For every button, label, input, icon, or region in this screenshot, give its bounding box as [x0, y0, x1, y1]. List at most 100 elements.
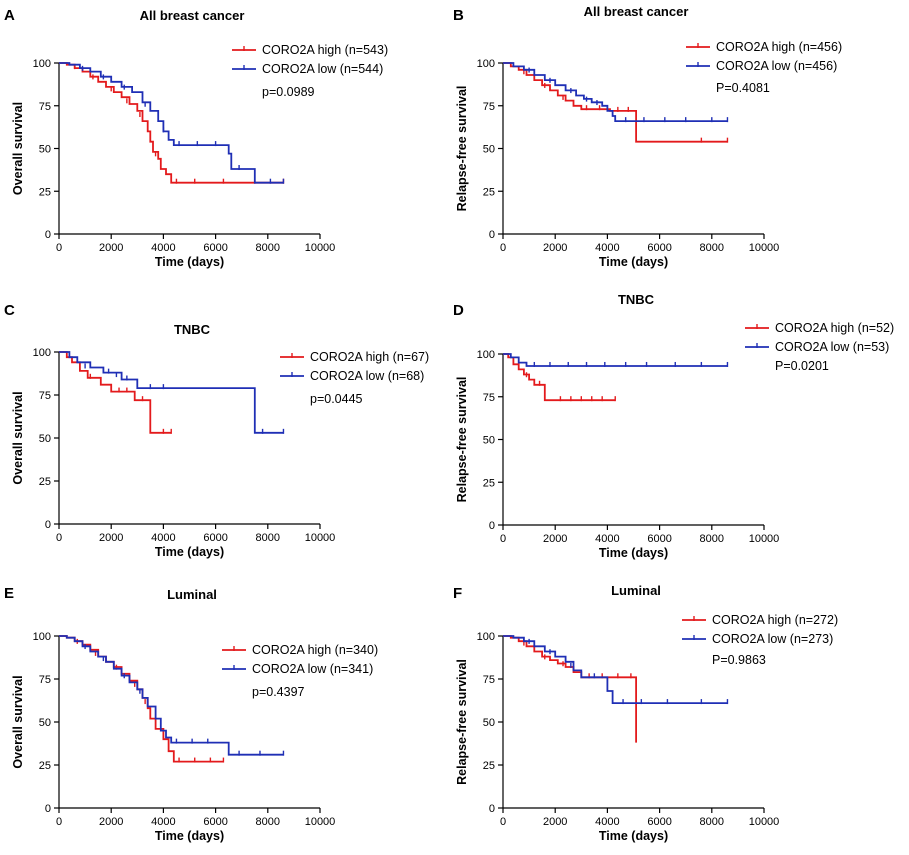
y-tick-label: 25: [39, 760, 51, 772]
y-tick-label: 75: [483, 392, 495, 404]
y-tick-label: 75: [483, 674, 495, 686]
chart-title: Luminal: [167, 587, 217, 602]
x-tick-label: 8000: [700, 242, 724, 254]
y-tick-label: 0: [45, 229, 51, 241]
y-tick-label: 0: [489, 803, 495, 815]
x-tick-label: 10000: [305, 242, 336, 254]
survival-curve: [59, 351, 172, 434]
series-low: [59, 635, 285, 756]
series-high: [59, 62, 285, 184]
legend-label: CORO2A high (n=272): [712, 613, 838, 627]
panel-c: C TNBC 0 25 50 75 100 0 2000 4000 6000 8000 10000 Tim…: [4, 302, 429, 559]
x-tick-label: 4000: [595, 533, 619, 545]
legend-label: CORO2A high (n=543): [262, 43, 388, 57]
survival-curve: [503, 635, 637, 743]
x-tick-label: 10000: [749, 533, 780, 545]
series-low: [59, 351, 285, 434]
legend-label: CORO2A high (n=67): [310, 350, 429, 364]
x-tick-label: 6000: [647, 816, 671, 828]
p-value: P=0.9863: [712, 653, 766, 667]
x-tick-label: 0: [56, 242, 62, 254]
series-high: [59, 635, 225, 763]
series-low: [59, 62, 285, 184]
y-tick-label: 25: [483, 760, 495, 772]
y-axis-label: Overall survival: [11, 102, 25, 195]
x-tick-label: 4000: [151, 816, 175, 828]
y-tick-label: 25: [39, 186, 51, 198]
x-tick-label: 4000: [595, 816, 619, 828]
x-axis-label: Time (days): [155, 545, 224, 559]
y-tick-label: 50: [483, 435, 495, 447]
x-tick-label: 0: [500, 242, 506, 254]
chart-title: TNBC: [174, 322, 211, 337]
series-high: [503, 353, 616, 402]
panel-letter: B: [453, 7, 464, 24]
x-tick-label: 10000: [749, 242, 780, 254]
y-tick-label: 75: [483, 101, 495, 113]
y-tick-label: 25: [483, 477, 495, 489]
x-tick-label: 2000: [99, 816, 123, 828]
legend-label: CORO2A high (n=52): [775, 321, 894, 335]
panel-a: A All breast cancer 0 25 50 75 100 0 2000 4000 600…: [4, 7, 388, 269]
x-tick-label: 8000: [700, 533, 724, 545]
legend-label: CORO2A high (n=340): [252, 643, 378, 657]
survival-curve: [59, 62, 284, 184]
y-axis-label: Relapse-free survival: [455, 377, 469, 503]
series-high: [503, 635, 637, 743]
y-axis-label: Overall survival: [11, 675, 25, 768]
x-tick-label: 2000: [99, 532, 123, 544]
x-tick-label: 8000: [700, 816, 724, 828]
y-tick-label: 0: [489, 520, 495, 532]
survival-curve: [503, 353, 728, 367]
y-tick-label: 100: [477, 58, 495, 70]
y-axis-label: Relapse-free survival: [455, 86, 469, 212]
legend-label: CORO2A low (n=544): [262, 62, 383, 76]
series-low: [503, 353, 729, 367]
panel-f: F Luminal 0 25 50 75 100 0 2000 4000 6000 8000 10000…: [453, 583, 838, 843]
y-tick-label: 75: [39, 390, 51, 402]
y-tick-label: 75: [39, 101, 51, 113]
y-tick-label: 100: [33, 347, 51, 359]
chart-title: All breast cancer: [584, 4, 689, 19]
x-tick-label: 8000: [256, 816, 280, 828]
x-tick-label: 0: [56, 816, 62, 828]
x-tick-label: 6000: [647, 242, 671, 254]
series-low: [503, 635, 729, 705]
y-tick-label: 50: [39, 144, 51, 156]
p-value: p=0.0445: [310, 392, 363, 406]
legend-label: CORO2A high (n=456): [716, 40, 842, 54]
y-tick-label: 50: [39, 717, 51, 729]
x-tick-label: 0: [500, 816, 506, 828]
x-tick-label: 2000: [543, 533, 567, 545]
x-axis-label: Time (days): [155, 255, 224, 269]
p-value: P=0.4081: [716, 81, 770, 95]
panel-letter: F: [453, 585, 462, 602]
panel-letter: C: [4, 302, 15, 319]
y-tick-label: 75: [39, 674, 51, 686]
y-axis-label: Overall survival: [11, 391, 25, 484]
x-tick-label: 8000: [256, 532, 280, 544]
chart-title: All breast cancer: [140, 8, 245, 23]
x-tick-label: 0: [56, 532, 62, 544]
p-value: p=0.4397: [252, 685, 305, 699]
y-tick-label: 100: [33, 631, 51, 643]
legend-label: CORO2A low (n=456): [716, 59, 837, 73]
survival-curve: [503, 62, 728, 122]
y-tick-label: 25: [39, 476, 51, 488]
survival-curve: [59, 62, 284, 184]
legend-label: CORO2A low (n=68): [310, 369, 424, 383]
x-tick-label: 10000: [749, 816, 780, 828]
x-tick-label: 10000: [305, 816, 336, 828]
series-high: [59, 351, 172, 434]
panel-b: B All breast cancer 0 25 50 75 100 0 2000 4000 600…: [453, 4, 842, 269]
panel-letter: D: [453, 302, 464, 319]
x-tick-label: 2000: [543, 816, 567, 828]
x-axis-label: Time (days): [599, 829, 668, 843]
legend-label: CORO2A low (n=273): [712, 632, 833, 646]
x-axis-label: Time (days): [599, 255, 668, 269]
x-tick-label: 6000: [203, 816, 227, 828]
chart-title: TNBC: [618, 292, 655, 307]
panel-letter: A: [4, 7, 15, 24]
x-axis-label: Time (days): [155, 829, 224, 843]
p-value: p=0.0989: [262, 85, 315, 99]
